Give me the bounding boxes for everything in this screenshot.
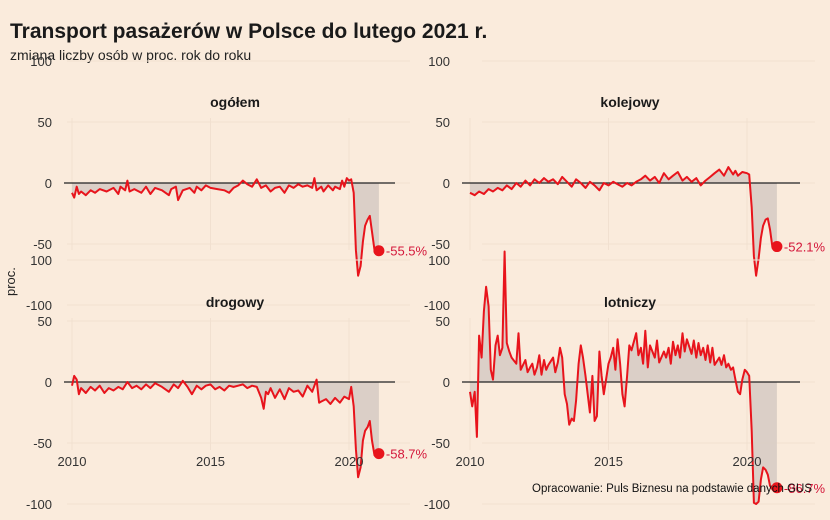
y-tick-label: -100 (26, 497, 52, 512)
x-tick-label: 2020 (733, 454, 762, 469)
chart-subtitle: zmiana liczby osób w proc. rok do roku (10, 47, 252, 63)
end-point (373, 448, 385, 460)
y-tick-label: 100 (30, 253, 52, 268)
y-tick-label: 100 (428, 253, 450, 268)
panel-title: drogowy (206, 294, 265, 310)
y-tick-label: 50 (436, 314, 450, 329)
panel-2: -58.7% drogowy -100 -50 0 50 100 2010 2015 2020 (26, 253, 428, 512)
end-point (771, 482, 783, 494)
panel-0: -55.5% ogółem -100 -50 0 50 100 (26, 54, 428, 313)
y-tick-label: 0 (45, 375, 52, 390)
area-fill (72, 375, 379, 478)
y-tick-label: 0 (45, 176, 52, 191)
series-line (71, 177, 380, 277)
x-tick-label: 2015 (196, 454, 225, 469)
x-tick-label: 2010 (456, 454, 485, 469)
source-caption: Opracowanie: Puls Biznesu na podstawie d… (532, 483, 812, 495)
panel-title: kolejowy (600, 94, 659, 110)
y-tick-label: 0 (443, 176, 450, 191)
y-tick-label: -50 (431, 436, 450, 451)
y-tick-label: -50 (33, 237, 52, 252)
y-tick-label: 50 (38, 314, 52, 329)
area-fill (470, 251, 777, 504)
panel-3: -86.7% lotniczy -100 -50 0 50 100 2010 2015 2020 (424, 250, 826, 512)
series-line (469, 250, 778, 505)
y-tick-label: 50 (436, 115, 450, 130)
y-tick-label: 0 (443, 375, 450, 390)
y-tick-label: -100 (26, 298, 52, 313)
end-point (373, 245, 385, 257)
y-tick-label: -50 (33, 436, 52, 451)
panel-title: lotniczy (604, 294, 656, 310)
end-value-label: -55.5% (386, 244, 428, 259)
end-value-label: -52.1% (784, 240, 826, 255)
x-tick-label: 2020 (335, 454, 364, 469)
y-tick-label: 50 (38, 115, 52, 130)
x-tick-label: 2010 (58, 454, 87, 469)
y-tick-label: -100 (424, 298, 450, 313)
end-value-label: -86.7% (784, 481, 826, 496)
end-value-label: -58.7% (386, 447, 428, 462)
y-tick-label: 100 (30, 54, 52, 69)
series-line (469, 166, 777, 277)
area-fill (72, 178, 379, 276)
y-tick-label: 100 (428, 54, 450, 69)
panel-1: -52.1% kolejowy -100 -50 0 50 100 (424, 54, 826, 313)
chart-title: Transport pasażerów w Polsce do lutego 2… (10, 20, 488, 43)
area-fill (470, 167, 777, 276)
y-tick-label: -50 (431, 237, 450, 252)
y-tick-label: -100 (424, 497, 450, 512)
end-point (771, 241, 783, 253)
x-tick-label: 2015 (594, 454, 623, 469)
series-line (71, 374, 380, 479)
panel-title: ogółem (210, 94, 260, 110)
